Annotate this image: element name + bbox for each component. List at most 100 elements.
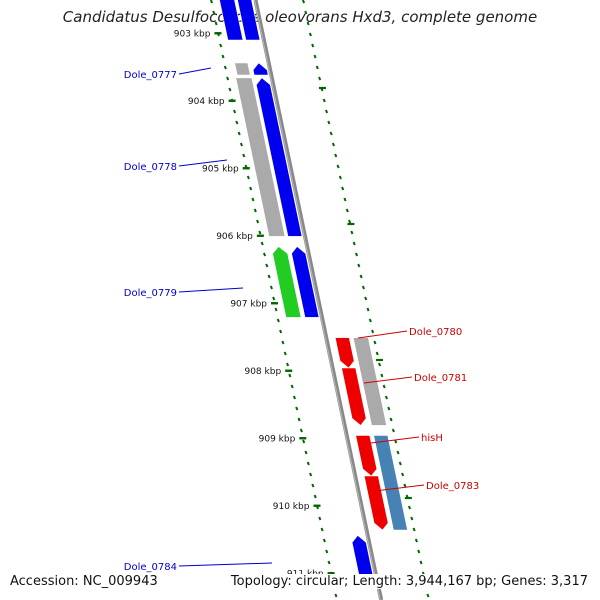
outer-track-dot — [350, 230, 354, 235]
label-leader-line — [370, 436, 420, 444]
outer-track-dot — [354, 252, 359, 257]
gene-label[interactable]: Dole_0781 — [414, 373, 467, 384]
outer-track-dot — [304, 10, 308, 15]
inner-track-dot — [297, 417, 301, 422]
outer-track-dot — [401, 472, 405, 477]
outer-track-dot — [378, 362, 382, 367]
other-gene-bar — [373, 435, 408, 531]
inner-track-dot — [258, 230, 262, 235]
inner-track-dot — [334, 593, 338, 598]
label-leader-line — [178, 562, 273, 567]
inner-track-dot — [265, 263, 269, 268]
outer-track-dot — [371, 329, 375, 334]
inner-track-dot — [276, 318, 280, 323]
outer-track-dot — [322, 98, 326, 103]
outer-track-dot — [343, 197, 347, 202]
inner-track-dot — [267, 274, 271, 279]
outer-track-dot — [318, 76, 322, 81]
inner-track-dot — [237, 131, 241, 136]
inner-track-dot — [221, 54, 225, 59]
outer-track-dot — [334, 153, 338, 158]
gene-label[interactable]: Dole_0778 — [124, 162, 177, 173]
inner-track-dot — [251, 197, 255, 202]
outer-track-dot — [389, 417, 393, 422]
inner-track-dot — [253, 208, 257, 213]
scale-tick-label: 908 kbp — [244, 367, 281, 377]
outer-track-dot — [327, 120, 331, 125]
outer-track-dot — [375, 351, 379, 356]
forward-gene-arrow — [351, 534, 374, 578]
outer-track-dot — [338, 175, 342, 180]
inner-track-dot — [269, 285, 273, 290]
label-leader-line — [178, 67, 212, 75]
forward-gene-arrow — [255, 77, 303, 237]
reverse-gene-arrow — [355, 435, 378, 477]
inner-track-dot — [306, 461, 310, 466]
backbone-highlight — [254, 0, 381, 600]
gene-label[interactable]: Dole_0779 — [124, 288, 177, 299]
inner-track-dot — [327, 560, 331, 565]
outer-track-dot — [348, 219, 352, 224]
label-leader-line — [374, 484, 425, 492]
gene-label[interactable]: Dole_0780 — [409, 327, 462, 338]
outer-track-dot — [407, 505, 412, 510]
inner-track-dot — [309, 472, 313, 477]
inner-track-dot — [283, 351, 287, 356]
inner-track-dot — [233, 109, 237, 114]
inner-track-dot — [320, 527, 324, 532]
inner-track-dot — [214, 21, 218, 26]
label-leader-line — [178, 159, 228, 167]
outer-track-dot — [384, 395, 388, 400]
inner-track-dot — [288, 373, 292, 378]
scale-tick-label: 909 kbp — [259, 434, 296, 444]
scale-tick-label: 905 kbp — [202, 164, 239, 174]
outer-track-dot — [329, 131, 333, 136]
outer-track-dot — [352, 241, 356, 246]
inner-track-dot — [279, 329, 283, 334]
gene-label[interactable]: Dole_0784 — [124, 562, 177, 573]
pseudo-gene-bar — [235, 77, 286, 237]
gene-label[interactable]: hisH — [421, 433, 443, 444]
inner-track-dot — [295, 406, 299, 411]
outer-track-dot — [403, 483, 407, 488]
inner-track-dot — [260, 241, 264, 246]
outer-track-dot — [398, 461, 402, 466]
inner-track-dot — [313, 494, 317, 499]
inner-track-dot — [262, 252, 267, 257]
inner-track-dot — [311, 483, 315, 488]
label-leader-line — [178, 287, 244, 293]
inner-track-dot — [325, 549, 329, 554]
outer-track-dot — [308, 32, 312, 37]
gene-layer — [219, 0, 408, 578]
inner-track-dot — [292, 395, 296, 400]
label-leader-line — [363, 376, 413, 384]
outer-track-dot — [373, 340, 377, 345]
inner-track-dot — [302, 439, 306, 444]
outer-track-dot — [387, 406, 391, 411]
inner-track-dot — [226, 76, 230, 81]
inner-track-dot — [272, 296, 276, 301]
outer-track-dot — [364, 296, 368, 301]
outer-track-dot — [394, 439, 398, 444]
rna-gene-arrow — [272, 246, 302, 318]
genome-backbone — [253, 0, 384, 600]
inner-track-dot — [318, 516, 322, 521]
inner-track-dot — [223, 65, 227, 70]
map-title: Candidatus Desulfococcus oleovorans Hxd3… — [62, 8, 538, 26]
reverse-gene-arrow — [363, 475, 389, 531]
forward-gene-arrow — [252, 62, 269, 76]
inner-track-dot — [299, 428, 303, 433]
scale-tick-label: 907 kbp — [230, 299, 267, 309]
label-leader-line — [357, 330, 408, 339]
outer-track-dot — [380, 373, 384, 378]
outer-track-dot — [306, 21, 310, 26]
inner-track-dot — [290, 384, 294, 389]
inner-track-dot — [242, 153, 246, 158]
reverse-gene-arrow — [334, 337, 355, 369]
gene-label[interactable]: Dole_0783 — [426, 481, 479, 492]
pseudo-gene-bar — [234, 62, 251, 76]
gene-label[interactable]: Dole_0777 — [124, 70, 177, 81]
outer-track-dot — [315, 65, 319, 70]
outer-track-dot — [313, 54, 317, 59]
accession-text: Accession: NC_009943 — [8, 574, 160, 589]
